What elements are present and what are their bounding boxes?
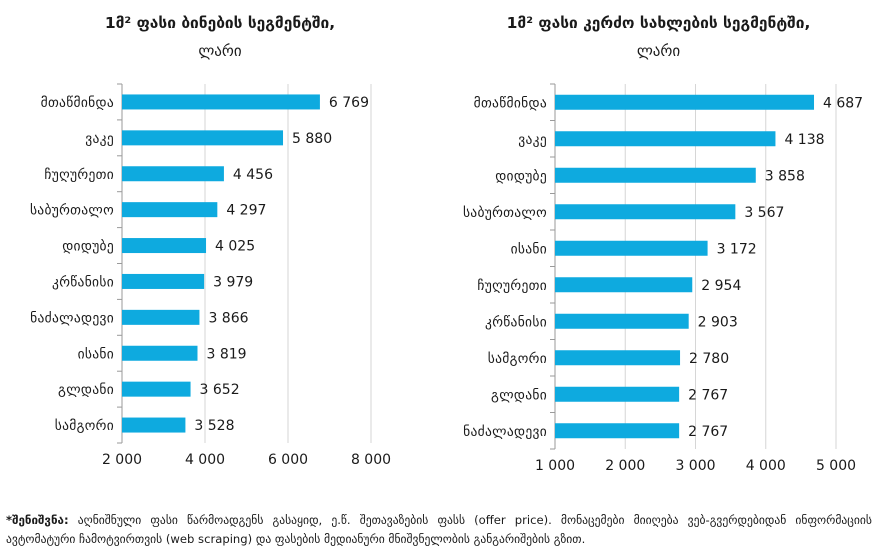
- data-label: 2 767: [688, 424, 728, 440]
- bar: [122, 345, 198, 361]
- bar: [122, 130, 284, 146]
- data-label: 3 819: [206, 346, 246, 362]
- chart-subtitle-apartments: ლარი: [198, 42, 242, 60]
- category-label: საბურთალო: [30, 202, 114, 219]
- data-label: 4 456: [233, 167, 273, 183]
- category-label: ნაძალადევი: [463, 424, 547, 440]
- category-label: გლდანი: [491, 387, 547, 403]
- bar: [122, 417, 186, 433]
- chart-title-apartments: 1მ² ფასი ბინების სეგმენტში,: [104, 14, 336, 32]
- chart-panel-houses: 1მ² ფასი კერძო სახლების სეგმენტში, ლარი …: [440, 0, 877, 500]
- category-label: ნაძალადევი: [30, 310, 114, 326]
- bar: [122, 166, 224, 182]
- category-label: ჩუღურეთი: [477, 277, 547, 294]
- data-label: 2 903: [698, 314, 738, 330]
- data-label: 3 866: [208, 310, 248, 326]
- x-tick-label: 2 000: [102, 452, 142, 468]
- category-label: კრწანისი: [485, 313, 547, 330]
- footnote-label: *შენიშვნა:: [6, 513, 69, 527]
- data-label: 4 687: [823, 95, 863, 111]
- bar: [122, 381, 191, 397]
- bar: [555, 240, 708, 256]
- category-label: ჩუღურეთი: [44, 166, 114, 183]
- data-label: 6 769: [329, 95, 369, 111]
- category-label: საბურთალო: [463, 204, 547, 221]
- category-label: მთაწმინდა: [474, 95, 547, 111]
- bar: [122, 238, 207, 254]
- bar: [122, 309, 200, 325]
- x-tick-label: 6 000: [268, 452, 308, 468]
- bar: [555, 423, 680, 439]
- data-label: 3 567: [744, 205, 784, 221]
- chart-title-houses: 1მ² ფასი კერძო სახლების სეგმენტში,: [506, 14, 811, 32]
- category-label: მთაწმინდა: [41, 95, 114, 111]
- bar: [555, 204, 736, 220]
- bar: [555, 350, 681, 366]
- data-label: 4 025: [215, 239, 255, 255]
- x-tick-label: 3 000: [675, 458, 715, 474]
- x-tick-label: 2 000: [605, 458, 645, 474]
- x-tick-label: 1 000: [535, 458, 575, 474]
- x-tick-label: 4 000: [746, 458, 786, 474]
- category-label: გლდანი: [58, 382, 114, 398]
- bar: [122, 273, 205, 289]
- data-label: 4 138: [784, 132, 824, 148]
- data-label: 3 652: [200, 382, 240, 398]
- bar: [555, 386, 680, 402]
- category-label: ვაკე: [518, 132, 547, 148]
- bar: [122, 94, 320, 110]
- category-label: დიდუბე: [495, 168, 547, 184]
- data-label: 4 297: [226, 203, 266, 219]
- footnote: *შენიშვნა: აღნიშნული ფასი წარმოადგენს გა…: [6, 511, 872, 549]
- data-label: 3 858: [765, 168, 805, 184]
- category-label: სამგორი: [55, 417, 114, 434]
- category-label: ისანი: [78, 346, 114, 362]
- category-label: ვაკე: [85, 131, 114, 147]
- data-label: 2 767: [688, 387, 728, 403]
- bar: [555, 277, 693, 293]
- bar: [555, 131, 776, 147]
- chart-subtitle-houses: ლარი: [636, 42, 681, 60]
- x-tick-label: 5 000: [816, 458, 856, 474]
- footnote-text: აღნიშნული ფასი წარმოადგენს გასაყიდ, ე.წ.…: [6, 513, 872, 546]
- chart-panel-apartments: 1მ² ფასი ბინების სეგმენტში, ლარი 2 000 4 …: [0, 0, 440, 500]
- category-label: ისანი: [511, 241, 547, 257]
- bar: [555, 167, 756, 183]
- data-label: 3 172: [717, 241, 757, 257]
- category-label: სამგორი: [488, 350, 547, 367]
- category-label: კრწანისი: [52, 273, 114, 290]
- bar-chart-houses: 1 000 2 000 3 000 4 000 5 000 მთაწმინდა 4 687 ვ…: [463, 83, 863, 474]
- bar: [555, 313, 689, 329]
- data-label: 5 880: [292, 131, 332, 147]
- bar-chart-apartments: 2 000 4 000 6 000 8 000 მთაწმინდა 6 769 ვაკე 5 …: [30, 83, 391, 468]
- data-label: 2 954: [701, 278, 741, 294]
- category-label: დიდუბე: [62, 239, 114, 255]
- data-label: 3 528: [194, 418, 234, 434]
- x-tick-label: 8 000: [351, 452, 391, 468]
- bar: [555, 94, 815, 110]
- x-tick-label: 4 000: [185, 452, 225, 468]
- bar: [122, 202, 218, 218]
- data-label: 3 979: [213, 274, 253, 290]
- data-label: 2 780: [689, 351, 729, 367]
